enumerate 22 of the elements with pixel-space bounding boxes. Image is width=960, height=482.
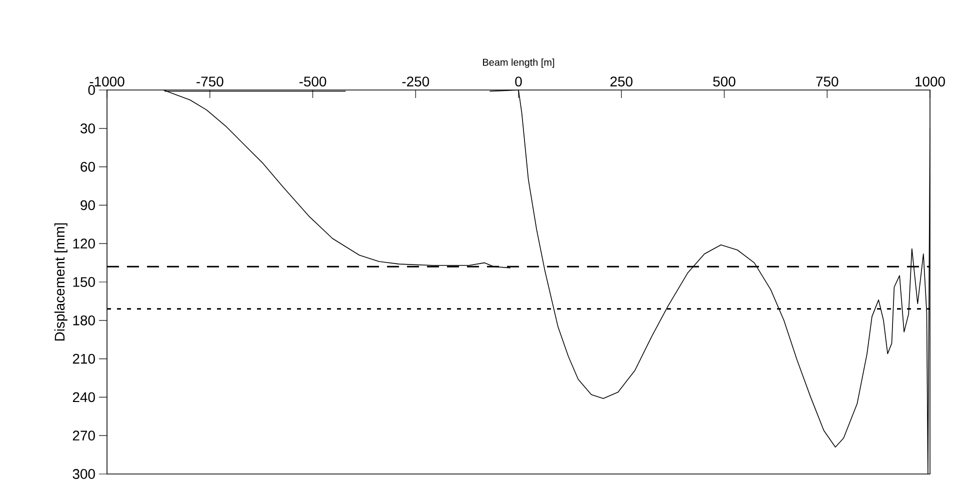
y-tick-label: 90 bbox=[80, 200, 95, 210]
x-tick-label: -500 bbox=[299, 76, 326, 86]
y-tick-label: 60 bbox=[80, 162, 95, 172]
x-tick-label: 750 bbox=[816, 76, 838, 86]
x-tick-label: 1000 bbox=[916, 76, 945, 86]
x-axis-title: Beam length [m] bbox=[483, 58, 554, 68]
y-tick-label: 270 bbox=[72, 430, 95, 440]
y-tick-label: 240 bbox=[72, 392, 95, 402]
x-tick-label: 500 bbox=[713, 76, 736, 86]
y-tick-label: 120 bbox=[73, 238, 95, 248]
x-tick-label: -250 bbox=[402, 76, 430, 86]
x-tick-label: 250 bbox=[610, 76, 632, 86]
x-tick-label: -1000 bbox=[90, 76, 124, 86]
y-axis-title: Displacement [mm] bbox=[54, 223, 68, 340]
y-tick-label: 180 bbox=[73, 315, 95, 326]
y-tick-label: 30 bbox=[80, 123, 95, 134]
y-tick-label: 210 bbox=[72, 354, 95, 364]
x-tick-label: -750 bbox=[196, 76, 224, 86]
y-tick-label: 150 bbox=[73, 276, 95, 287]
x-tick-label: 0 bbox=[515, 76, 522, 86]
y-tick-label: 300 bbox=[72, 468, 95, 479]
y-tick-label: 0 bbox=[88, 84, 95, 95]
